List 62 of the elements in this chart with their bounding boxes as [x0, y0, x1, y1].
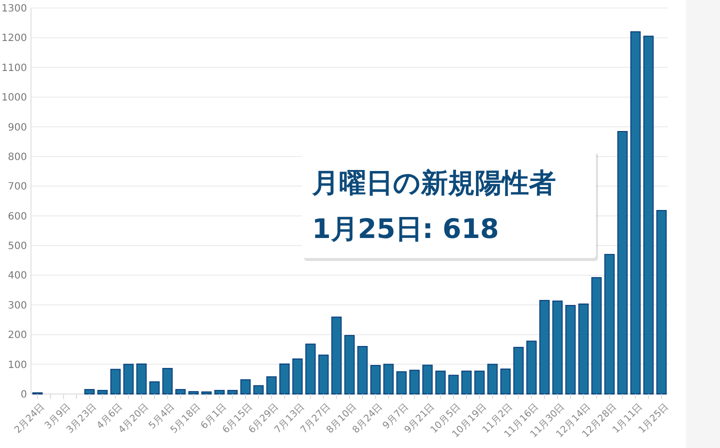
bar: [136, 364, 147, 394]
bar: [448, 374, 459, 394]
bar: [240, 379, 251, 394]
bar: [175, 389, 186, 394]
bar: [526, 340, 537, 394]
bar: [344, 335, 355, 394]
bar: [110, 368, 121, 394]
bar: [565, 305, 576, 394]
y-tick-label: 1100: [2, 62, 27, 74]
y-tick-label: 500: [8, 241, 27, 252]
y-tick-label: 400: [8, 270, 27, 282]
bar: [201, 391, 212, 394]
bar: [643, 36, 654, 394]
bar: [123, 364, 134, 394]
y-tick-label: 0: [20, 390, 27, 400]
bar: [604, 254, 615, 394]
bar: [149, 381, 160, 394]
bar: [630, 31, 641, 394]
bar: [318, 354, 329, 394]
y-tick-label: 100: [8, 360, 27, 371]
annotation: 1月25日: 618: [312, 214, 499, 245]
bar: [552, 300, 563, 394]
bar: [461, 370, 472, 394]
bar: [383, 364, 394, 394]
bar: [279, 364, 290, 394]
tooltip: 月曜日の新規陽性者 1月25日: 618: [302, 150, 598, 261]
y-tick-label: 1000: [2, 92, 27, 104]
bar: [253, 385, 264, 394]
bar: [539, 300, 550, 394]
bar: [578, 304, 589, 394]
y-tick-label: 900: [8, 122, 27, 134]
y-tick-label: 300: [8, 300, 27, 312]
bar: [305, 344, 316, 394]
bar: [84, 389, 95, 394]
bar: [97, 390, 108, 394]
annotation: 月曜日の新規陽性者: [311, 168, 556, 199]
bar: [214, 390, 225, 394]
bar: [474, 370, 485, 394]
bar: [227, 390, 238, 394]
bar: [266, 376, 277, 394]
bar: [422, 364, 433, 394]
bar: [500, 368, 511, 394]
bar: [370, 364, 381, 394]
y-tick-label: 1200: [2, 33, 27, 44]
bar: [357, 346, 368, 394]
y-tick-label: 200: [8, 330, 27, 342]
bar: [435, 370, 446, 394]
bar: [656, 210, 667, 394]
bar: [331, 316, 342, 394]
bar: [292, 358, 303, 394]
bar: [396, 371, 407, 394]
bar: [409, 370, 420, 394]
bar: [617, 131, 628, 394]
bar: [487, 364, 498, 394]
bar: [513, 346, 524, 394]
bar: [188, 391, 199, 394]
y-tick-label: 800: [8, 152, 27, 163]
y-tick-label: 600: [8, 211, 27, 222]
y-tick-label: 700: [8, 182, 27, 193]
y-tick-label: 1300: [2, 4, 27, 14]
bar: [591, 277, 602, 394]
bar: [162, 368, 173, 394]
